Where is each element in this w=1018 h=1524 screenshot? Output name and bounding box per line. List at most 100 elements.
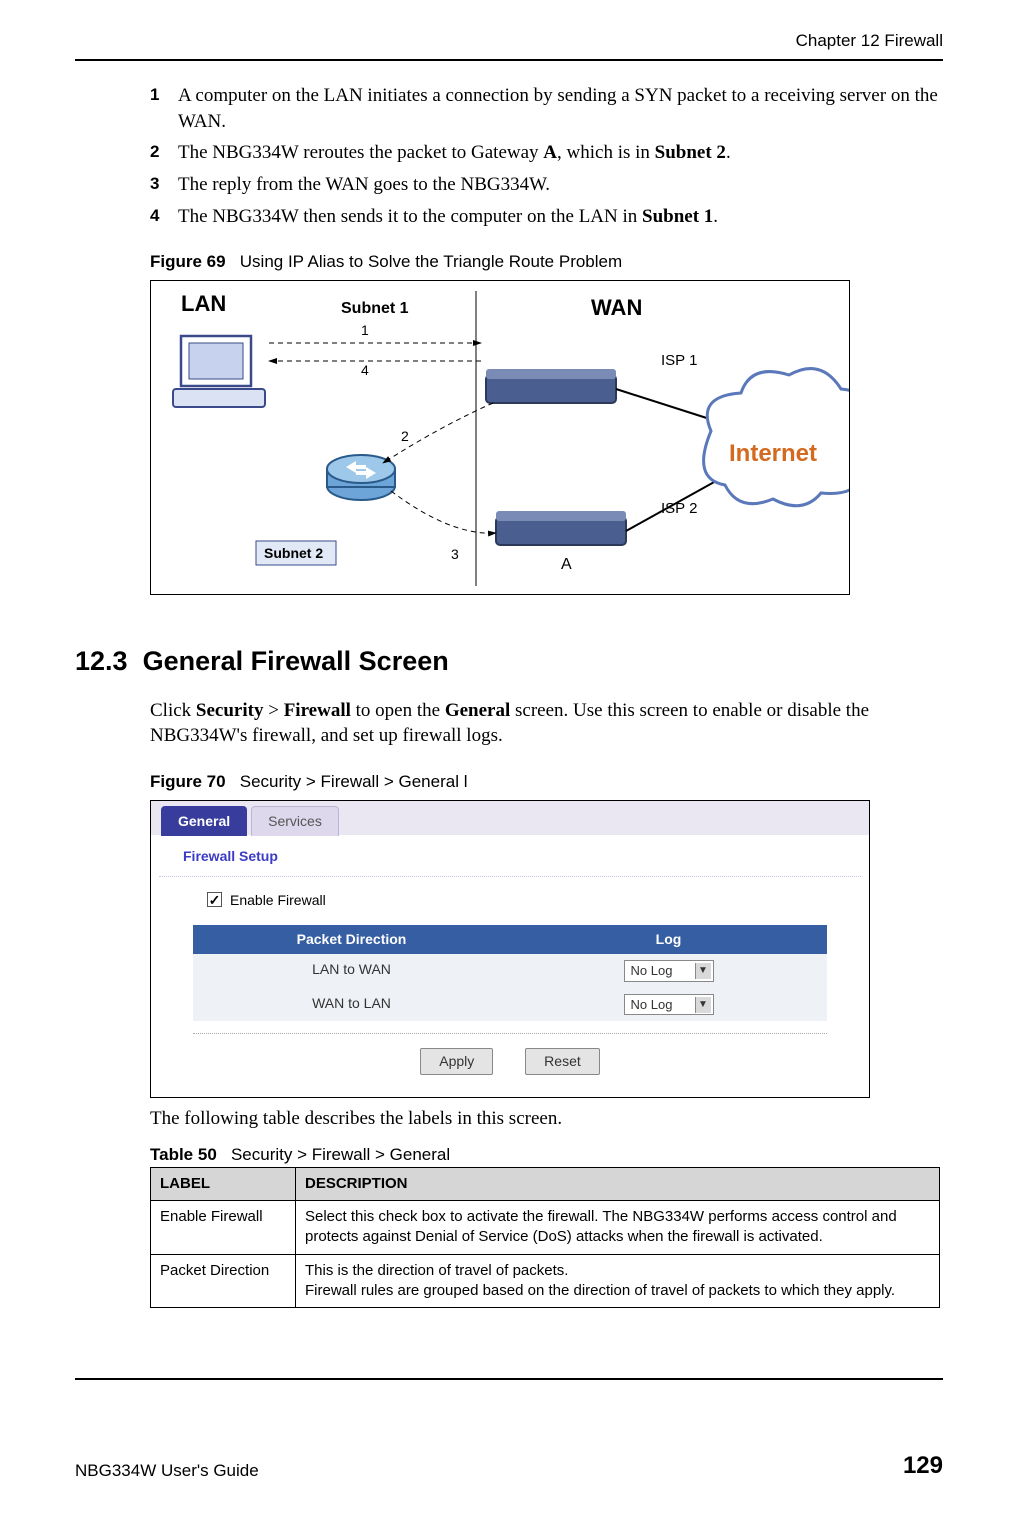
subnet2-label: Subnet 2 bbox=[264, 545, 323, 561]
fig-text: Using IP Alias to Solve the Triangle Rou… bbox=[240, 252, 622, 271]
row-lan-to-wan: LAN to WAN No Log ▼ bbox=[193, 954, 827, 988]
internet-cloud-icon: Internet bbox=[704, 369, 850, 506]
firewall-setup-title: Firewall Setup bbox=[159, 835, 861, 877]
n4: 4 bbox=[361, 362, 369, 378]
log-select-cell: No Log ▼ bbox=[510, 954, 827, 988]
enable-firewall-checkbox[interactable] bbox=[207, 892, 222, 907]
footer-guide: NBG334W User's Guide bbox=[75, 1460, 259, 1483]
tab-services[interactable]: Services bbox=[251, 806, 339, 836]
figure69-diagram: LAN WAN Subnet 1 1 4 2 A 3 Subnet 2 ISP … bbox=[150, 280, 850, 595]
page-number: 129 bbox=[903, 1450, 943, 1482]
cell-desc: This is the direction of travel of packe… bbox=[296, 1254, 940, 1308]
col-label: LABEL bbox=[151, 1167, 296, 1200]
screenshot-body: Firewall Setup Enable Firewall Packet Di… bbox=[151, 835, 869, 1098]
table-intro: The following table describes the labels… bbox=[150, 1106, 943, 1132]
cell-desc: Select this check box to activate the fi… bbox=[296, 1201, 940, 1255]
log-select-cell: No Log ▼ bbox=[510, 988, 827, 1022]
table50: LABEL DESCRIPTION Enable Firewall Select… bbox=[150, 1167, 940, 1308]
tab-general[interactable]: General bbox=[161, 806, 247, 836]
direction-label: WAN to LAN bbox=[193, 988, 510, 1022]
row-wan-to-lan: WAN to LAN No Log ▼ bbox=[193, 988, 827, 1022]
select-value: No Log bbox=[631, 962, 673, 980]
footer-rule bbox=[75, 1378, 943, 1380]
t-bold: A bbox=[543, 142, 557, 163]
t: to open the bbox=[351, 700, 445, 721]
chevron-down-icon: ▼ bbox=[695, 963, 711, 979]
internet-label: Internet bbox=[729, 440, 817, 467]
t: > bbox=[263, 700, 283, 721]
chevron-down-icon: ▼ bbox=[695, 997, 711, 1013]
chapter-header: Chapter 12 Firewall bbox=[75, 30, 943, 53]
section-title: General Firewall Screen bbox=[143, 646, 449, 676]
tab-row: General Services bbox=[151, 801, 869, 835]
section-heading: 12.3 General Firewall Screen bbox=[75, 643, 943, 679]
cell-label: Packet Direction bbox=[151, 1254, 296, 1308]
select-value: No Log bbox=[631, 996, 673, 1014]
reset-button[interactable]: Reset bbox=[525, 1048, 600, 1075]
dotted-separator bbox=[193, 1033, 827, 1034]
section-num: 12.3 bbox=[75, 646, 128, 676]
step-2: 2 The NBG334W reroutes the packet to Gat… bbox=[150, 140, 943, 166]
t-bold: Subnet 1 bbox=[642, 206, 713, 227]
n2: 2 bbox=[401, 428, 409, 444]
fig-text: Security > Firewall > General l bbox=[240, 772, 468, 791]
table50-caption: Table 50 Security > Firewall > General bbox=[150, 1144, 943, 1167]
step-4: 4 The NBG334W then sends it to the compu… bbox=[150, 204, 943, 230]
t: , which is in bbox=[557, 142, 655, 163]
gateway-a-icon bbox=[496, 511, 626, 545]
step-1: 1 A computer on the LAN initiates a conn… bbox=[150, 83, 943, 134]
firewall-general-screenshot: General Services Firewall Setup Enable F… bbox=[150, 800, 870, 1099]
step-text: The reply from the WAN goes to the NBG33… bbox=[178, 172, 943, 198]
enable-firewall-label: Enable Firewall bbox=[230, 891, 326, 910]
button-row: Apply Reset bbox=[151, 1044, 869, 1075]
tbl-label: Table 50 bbox=[150, 1145, 217, 1164]
col-packet-direction: Packet Direction bbox=[193, 925, 510, 954]
table-row: Packet Direction This is the direction o… bbox=[151, 1254, 940, 1308]
step-num: 1 bbox=[150, 83, 178, 134]
t: The NBG334W then sends it to the compute… bbox=[178, 206, 642, 227]
desc-line: Firewall rules are grouped based on the … bbox=[305, 1281, 930, 1301]
t-bold: Firewall bbox=[284, 700, 351, 721]
step-num: 2 bbox=[150, 140, 178, 166]
step-num: 3 bbox=[150, 172, 178, 198]
apply-button[interactable]: Apply bbox=[420, 1048, 493, 1075]
direction-label: LAN to WAN bbox=[193, 954, 510, 988]
a-label: A bbox=[561, 556, 572, 573]
step-text: A computer on the LAN initiates a connec… bbox=[178, 83, 943, 134]
n3: 3 bbox=[451, 546, 459, 562]
table-row: Enable Firewall Select this check box to… bbox=[151, 1201, 940, 1255]
intro-paragraph: Click Security > Firewall to open the Ge… bbox=[150, 698, 943, 749]
enable-firewall-row: Enable Firewall bbox=[151, 877, 869, 926]
isp1-label: ISP 1 bbox=[661, 352, 697, 369]
t: . bbox=[726, 142, 731, 163]
subnet1-label: Subnet 1 bbox=[341, 300, 409, 317]
col-log: Log bbox=[510, 925, 827, 954]
tbl-text: Security > Firewall > General bbox=[231, 1145, 450, 1164]
step-list: 1 A computer on the LAN initiates a conn… bbox=[150, 83, 943, 229]
t-bold: Security bbox=[196, 700, 264, 721]
wan-label: WAN bbox=[591, 295, 642, 320]
t: Click bbox=[150, 700, 196, 721]
figure70-caption: Figure 70 Security > Firewall > General … bbox=[150, 771, 943, 794]
step-text: The NBG334W then sends it to the compute… bbox=[178, 204, 943, 230]
t: The NBG334W reroutes the packet to Gatew… bbox=[178, 142, 543, 163]
log-select-lan-wan[interactable]: No Log ▼ bbox=[624, 960, 714, 982]
fig-label: Figure 70 bbox=[150, 772, 226, 791]
lan-label: LAN bbox=[181, 291, 226, 316]
step-3: 3 The reply from the WAN goes to the NBG… bbox=[150, 172, 943, 198]
step-text: The NBG334W reroutes the packet to Gatew… bbox=[178, 140, 943, 166]
t-bold: Subnet 2 bbox=[655, 142, 726, 163]
grid-header: Packet Direction Log bbox=[193, 925, 827, 954]
step-num: 4 bbox=[150, 204, 178, 230]
n1: 1 bbox=[361, 322, 369, 338]
table-header-row: LABEL DESCRIPTION bbox=[151, 1167, 940, 1200]
log-select-wan-lan[interactable]: No Log ▼ bbox=[624, 994, 714, 1016]
t: . bbox=[713, 206, 718, 227]
header-rule bbox=[75, 59, 943, 61]
fig-label: Figure 69 bbox=[150, 252, 226, 271]
desc-line: This is the direction of travel of packe… bbox=[305, 1261, 930, 1281]
router-icon bbox=[327, 455, 395, 500]
t-bold: General bbox=[445, 700, 510, 721]
figure69-caption: Figure 69 Using IP Alias to Solve the Tr… bbox=[150, 251, 943, 274]
nbg-device-icon bbox=[486, 369, 616, 403]
